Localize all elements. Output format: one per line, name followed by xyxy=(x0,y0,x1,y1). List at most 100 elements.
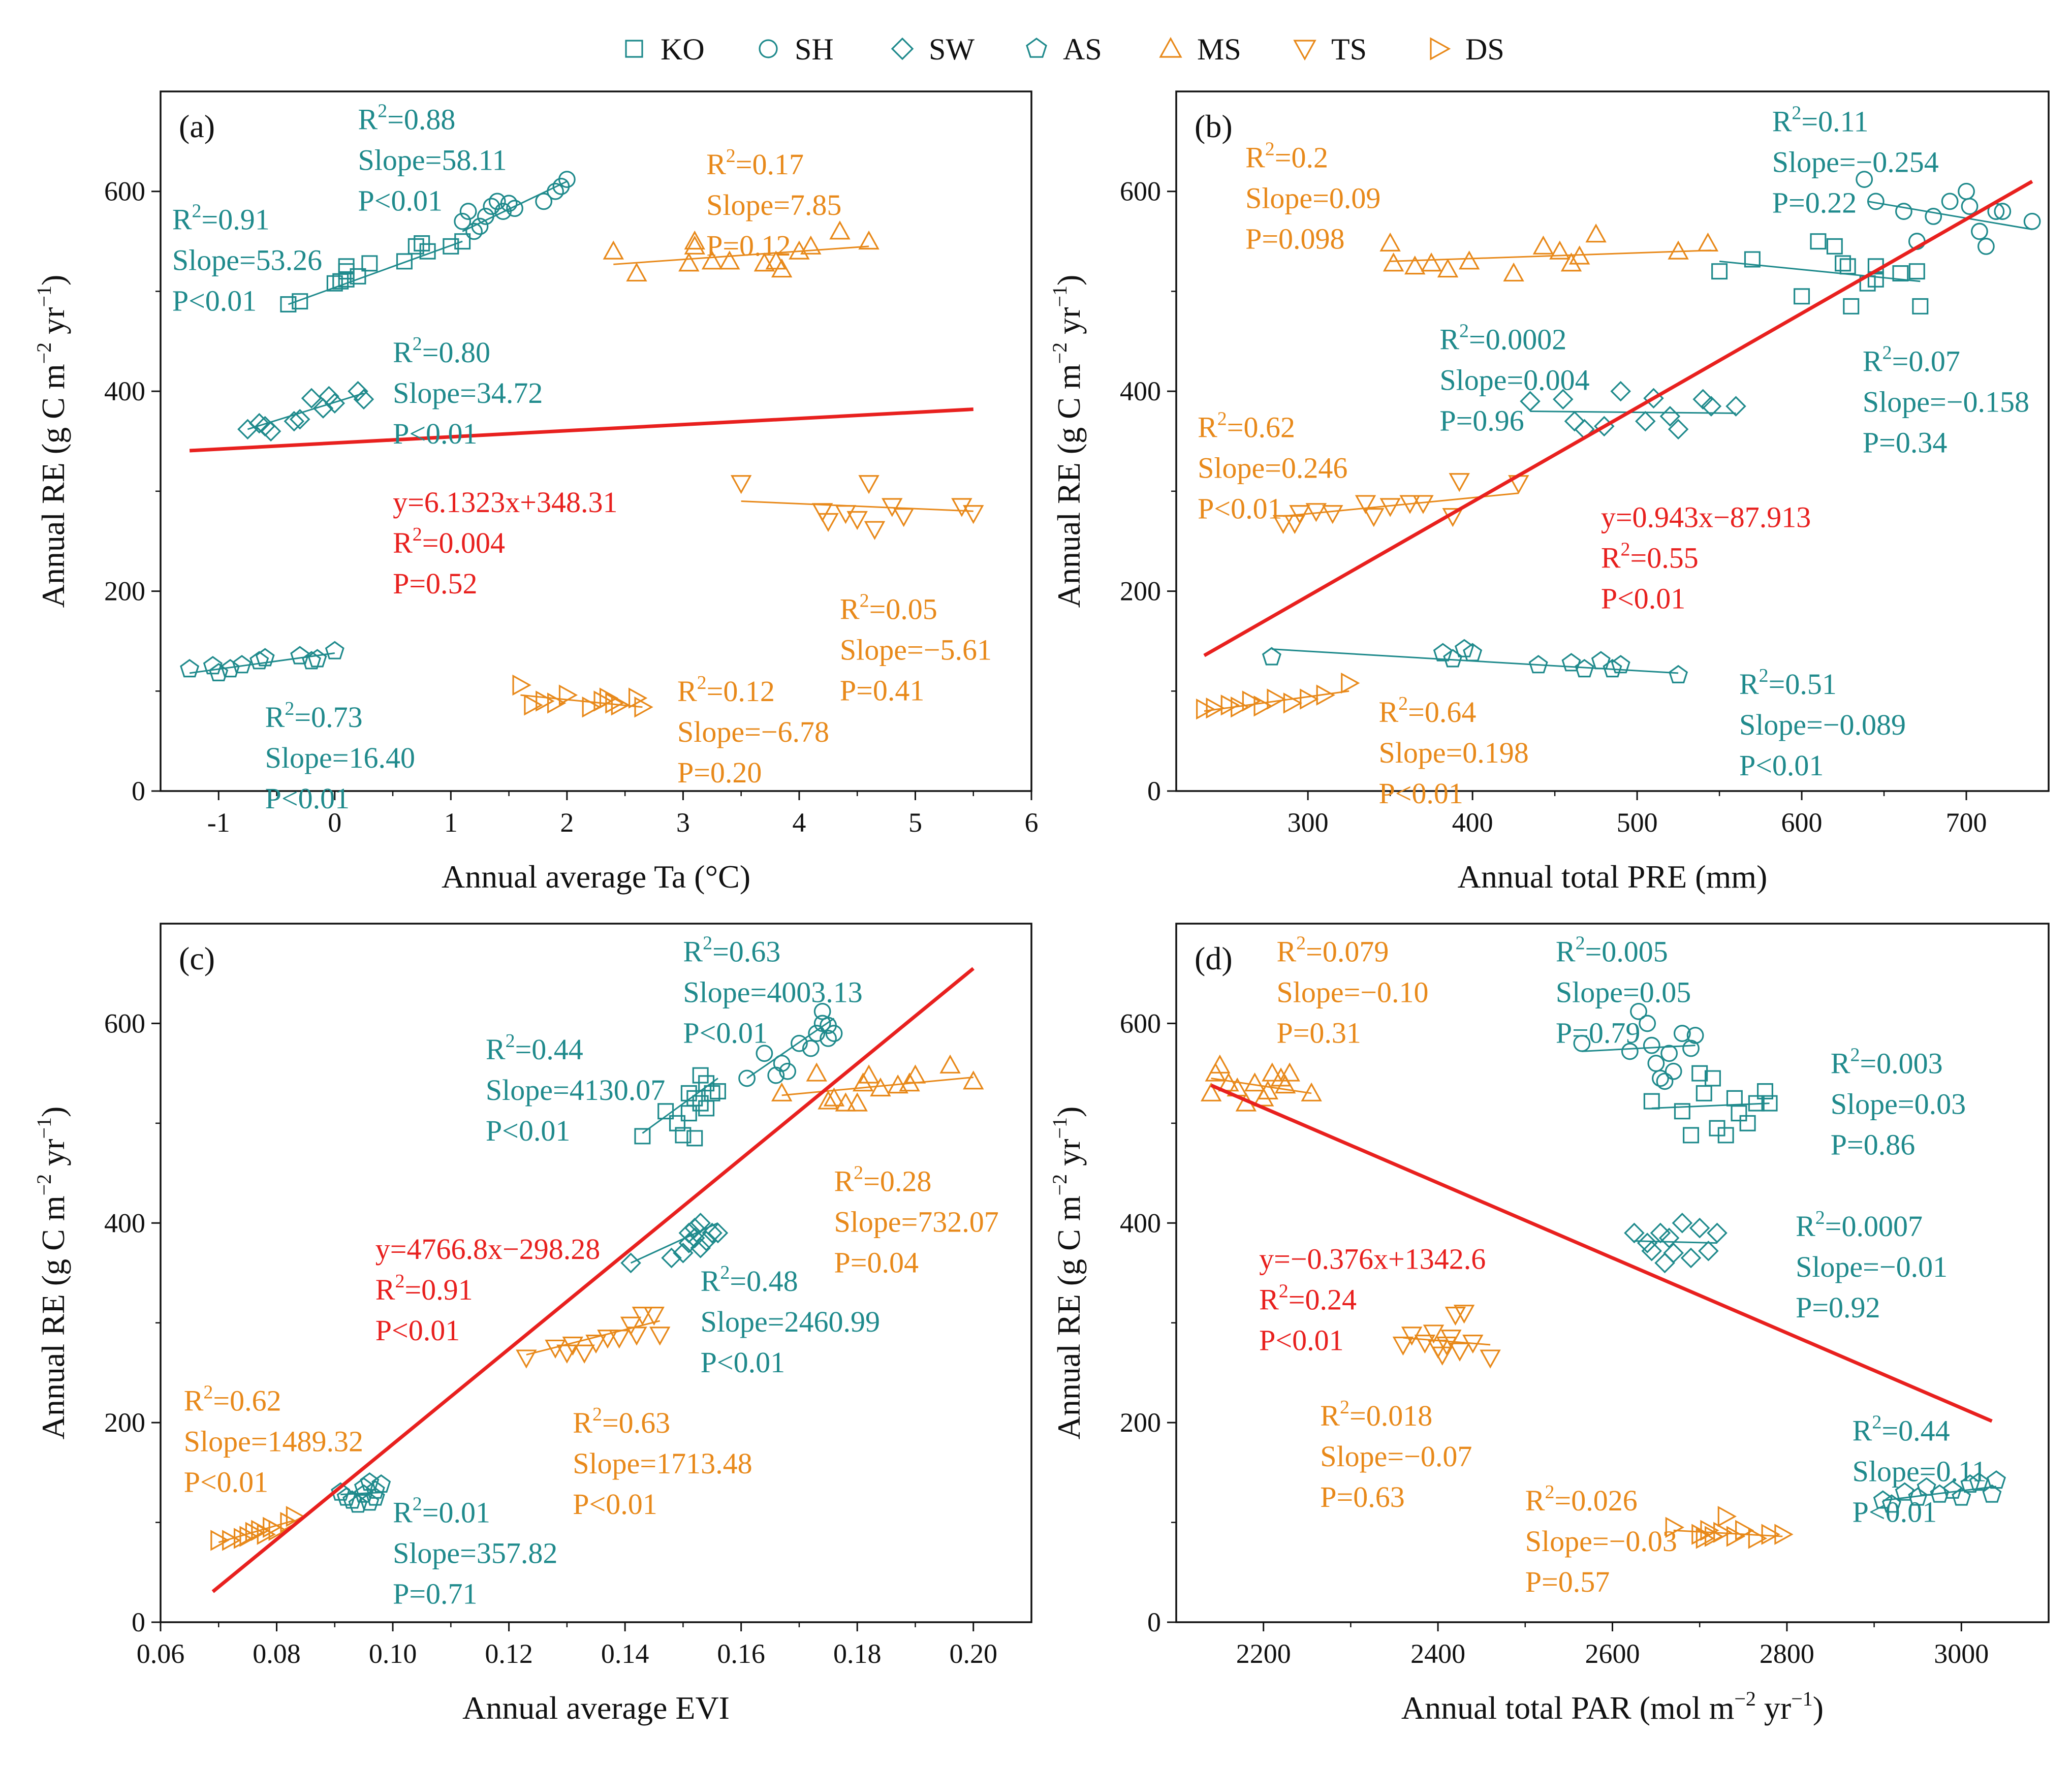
data-point xyxy=(221,659,240,678)
data-point xyxy=(1379,498,1401,517)
y-axis-title: Annual RE (g C m−2 yr−1) xyxy=(33,1107,71,1440)
data-point xyxy=(818,1090,839,1110)
x-tick-label: 0.16 xyxy=(717,1638,765,1669)
data-point xyxy=(1637,1233,1658,1253)
data-point xyxy=(1209,1054,1231,1074)
annotation-line: P<0.01 xyxy=(486,1114,570,1147)
y-tick-label: 200 xyxy=(1120,576,1161,607)
data-point xyxy=(754,253,775,272)
x-tick-label: 300 xyxy=(1288,807,1329,838)
stats-annotation: R2=0.2 Slope=0.09 P=0.098 xyxy=(1245,138,1380,255)
fit-line-sh xyxy=(1582,1045,1696,1052)
annotation-line: Slope=58.11 xyxy=(358,144,507,177)
data-point xyxy=(680,1085,697,1101)
data-point xyxy=(696,1230,717,1251)
data-point xyxy=(1960,1474,1980,1493)
data-point xyxy=(1458,250,1480,270)
annotation-line: Slope=−5.61 xyxy=(840,634,992,667)
x-axis-title: Annual average EVI xyxy=(462,1690,730,1726)
data-point xyxy=(1449,473,1470,492)
stats-annotation: R2=0.62 Slope=1489.32 P<0.01 xyxy=(184,1382,363,1499)
fit-line-ko xyxy=(288,240,463,305)
data-point xyxy=(1761,1524,1780,1545)
data-point xyxy=(709,1083,726,1099)
panel-label: (d) xyxy=(1195,940,1233,976)
data-point xyxy=(690,1238,711,1258)
data-point xyxy=(823,1087,845,1107)
annotation-line: R2=0.005 xyxy=(1556,933,1668,968)
y-tick-label: 200 xyxy=(1120,1407,1161,1438)
annotation-line: R2=0.44 xyxy=(1853,1412,1950,1447)
data-point xyxy=(1839,258,1856,275)
data-point xyxy=(1952,1487,1971,1506)
annotation-line: Slope=1713.48 xyxy=(573,1447,752,1480)
data-point xyxy=(1674,1103,1690,1120)
data-point xyxy=(1262,647,1281,666)
fit-line-ts xyxy=(526,1320,661,1356)
data-point xyxy=(1943,1480,1963,1499)
data-point xyxy=(698,1100,715,1117)
annotation-line: Slope=0.05 xyxy=(1556,976,1691,1009)
data-point xyxy=(1969,1472,1989,1491)
annotation-line: P=0.79 xyxy=(1556,1017,1640,1050)
annotation-line: Slope=−0.10 xyxy=(1276,976,1428,1009)
data-point xyxy=(1575,659,1594,678)
data-point xyxy=(1242,690,1262,712)
fit-line-ko xyxy=(1719,260,1921,282)
series-as xyxy=(1262,639,1688,683)
legend-item-ts: TS xyxy=(1293,33,1367,66)
data-point xyxy=(203,656,223,675)
data-point xyxy=(535,193,553,210)
data-point xyxy=(326,275,343,292)
series-sh xyxy=(454,171,576,240)
data-point xyxy=(1560,253,1582,272)
data-point xyxy=(951,498,972,517)
series-as xyxy=(1873,1470,2006,1513)
data-point xyxy=(1826,238,1843,255)
overall-regression-line xyxy=(1210,1083,1993,1423)
data-point xyxy=(1200,1082,1222,1101)
data-point xyxy=(628,687,648,709)
annotation-line: P=0.71 xyxy=(393,1577,477,1611)
data-point xyxy=(1379,232,1401,252)
plot-frame xyxy=(160,90,1032,792)
data-point xyxy=(290,646,310,665)
fit-line-ms xyxy=(1390,249,1711,262)
stats-annotation: y=0.943x−87.913 R2=0.55 P<0.01 xyxy=(1601,501,1811,615)
data-point xyxy=(1392,1336,1414,1356)
data-point xyxy=(719,250,740,270)
data-point xyxy=(396,253,413,270)
legend-item-as: AS xyxy=(1026,33,1102,66)
stats-annotation: R2=0.11 Slope=−0.254 P=0.22 xyxy=(1772,103,1939,219)
stats-annotation: R2=0.17 Slope=7.85 P=0.12 xyxy=(706,145,841,262)
annotation-line: R2=0.55 xyxy=(1601,539,1699,575)
annotation-line: P<0.01 xyxy=(375,1314,460,1347)
series-ds xyxy=(1665,1506,1794,1549)
annotation-line: R2=0.24 xyxy=(1259,1281,1357,1316)
data-point xyxy=(371,1474,391,1493)
data-point xyxy=(1835,255,1851,272)
data-point xyxy=(1611,655,1630,674)
annotation-line: P<0.01 xyxy=(172,284,257,317)
x-tick-label: 2400 xyxy=(1410,1638,1465,1669)
data-point xyxy=(626,262,647,282)
annotation-line: R2=0.44 xyxy=(486,1030,583,1066)
annotation-line: Slope=0.03 xyxy=(1831,1088,1966,1121)
data-point xyxy=(765,250,787,270)
data-point xyxy=(1262,1062,1283,1082)
data-point xyxy=(1283,692,1303,714)
data-point xyxy=(1660,1045,1678,1062)
data-point xyxy=(701,250,723,270)
data-point xyxy=(1355,495,1376,514)
data-point xyxy=(1440,1330,1462,1349)
stats-annotation: R2=0.62 Slope=0.246 P<0.01 xyxy=(1198,408,1347,525)
annotation-line: R2=0.17 xyxy=(706,145,804,181)
data-point xyxy=(1977,238,1995,255)
data-point xyxy=(864,521,886,540)
stats-annotation: R2=0.73 Slope=16.40 P<0.01 xyxy=(265,698,415,815)
stats-annotation: R2=0.0007 Slope=−0.01 P=0.92 xyxy=(1796,1207,1948,1324)
data-point xyxy=(1682,1039,1700,1057)
annotation-line: R2=0.07 xyxy=(1863,342,1960,378)
data-point xyxy=(1895,203,1912,220)
stats-annotation: R2=0.01 Slope=357.82 P=0.71 xyxy=(393,1494,557,1611)
